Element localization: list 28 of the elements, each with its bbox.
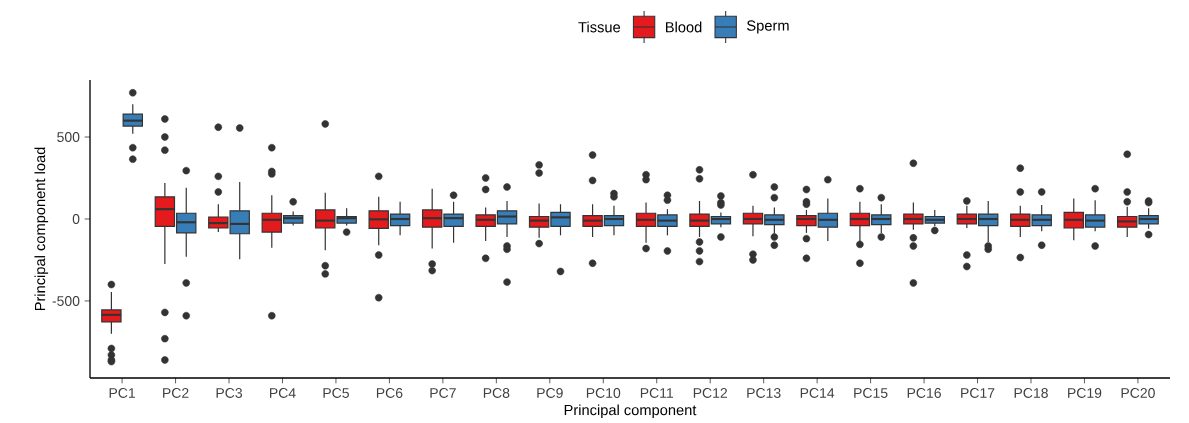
y-tick-label: -500 — [52, 296, 80, 306]
x-tick-label: PC1 — [109, 388, 136, 398]
x-tick-label: PC7 — [430, 388, 456, 398]
y-tick-label: 0 — [72, 214, 80, 224]
x-tick-label: PC13 — [747, 388, 781, 398]
x-tick-label: PC6 — [376, 388, 403, 398]
x-tick-label: PC8 — [483, 388, 510, 398]
x-tick-label: PC15 — [854, 388, 888, 398]
x-tick-label: PC17 — [961, 388, 995, 398]
x-tick-label: PC5 — [323, 388, 349, 398]
x-tick-label: PC3 — [216, 388, 243, 398]
legend-title: Tissue — [578, 21, 621, 33]
x-tick-label: PC11 — [640, 388, 674, 398]
x-tick-label: PC19 — [1068, 388, 1102, 398]
x-tick-label: PC9 — [537, 388, 563, 398]
x-tick-label: PC2 — [163, 388, 189, 398]
x-tick-label: PC14 — [800, 388, 835, 398]
x-tick-label: PC10 — [586, 388, 621, 398]
y-tick-label: 500 — [57, 132, 80, 142]
x-tick-label: PC20 — [1121, 388, 1155, 398]
y-axis-title: Principal component load — [34, 147, 49, 311]
x-tick-label: PC16 — [907, 388, 941, 398]
x-tick-label: PC4 — [270, 388, 296, 398]
x-axis-title: Principal component — [564, 404, 697, 419]
x-tick-label: PC18 — [1014, 388, 1048, 398]
legend-label: Blood — [666, 21, 702, 33]
x-tick-label: PC12 — [693, 388, 727, 398]
legend-label: Sperm — [747, 20, 789, 34]
